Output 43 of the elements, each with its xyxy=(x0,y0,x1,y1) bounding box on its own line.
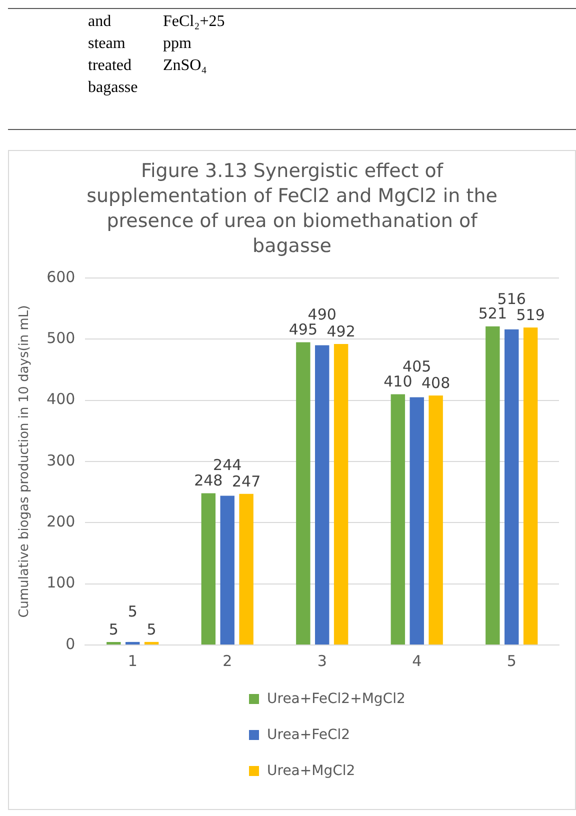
data-label: 519 xyxy=(516,306,545,324)
bar xyxy=(126,642,140,644)
bar xyxy=(106,642,121,644)
y-tick-label: 300 xyxy=(46,451,76,470)
x-tick-label: 3 xyxy=(317,652,327,670)
y-tick-label: 400 xyxy=(46,390,76,408)
x-tick-label: 2 xyxy=(222,652,232,670)
bar xyxy=(486,326,500,644)
legend-label: Urea+FeCl2+MgCl2 xyxy=(267,691,406,707)
x-tick-label: 1 xyxy=(128,652,138,670)
x-tick-label: 5 xyxy=(506,652,516,670)
legend-label: Urea+MgCl2 xyxy=(267,763,356,779)
data-label: 492 xyxy=(326,322,356,340)
bar xyxy=(504,329,519,644)
bar xyxy=(334,344,348,644)
bar xyxy=(410,397,424,644)
data-label: 248 xyxy=(194,472,223,490)
bar xyxy=(296,342,310,644)
y-axis-title: Cumulative biogas production in 10 days(in mL) xyxy=(17,305,32,618)
bar xyxy=(315,345,330,644)
bar xyxy=(220,496,234,644)
data-label: 5 xyxy=(128,602,138,620)
text: FeCl₂+25 ppm ZnSO₄ xyxy=(163,12,226,76)
text: and steam treated bagasse xyxy=(88,12,138,98)
data-label: 408 xyxy=(422,374,450,392)
x-tick-label: 4 xyxy=(412,652,422,670)
legend-label: Urea+FeCl2 xyxy=(267,727,350,743)
y-tick-label: 0 xyxy=(66,634,76,653)
chart-title: Figure 3.13 Synergistic effect of supplementation of FeCl2 and MgCl2 in the presence of urea on biomethanation of bagasse xyxy=(86,159,498,259)
bar xyxy=(428,395,443,644)
bar xyxy=(390,394,406,644)
y-tick-label: 500 xyxy=(46,329,76,348)
data-label: 5 xyxy=(108,620,118,638)
bar xyxy=(239,494,254,644)
data-label: 244 xyxy=(213,456,242,474)
bar xyxy=(201,493,216,644)
y-tick-label: 600 xyxy=(46,268,76,286)
data-label: 5 xyxy=(146,620,156,638)
bar xyxy=(523,328,538,644)
y-tick-label: 100 xyxy=(46,574,76,592)
data-label: 247 xyxy=(232,472,261,490)
bar xyxy=(144,642,159,644)
y-tick-label: 200 xyxy=(46,512,76,531)
